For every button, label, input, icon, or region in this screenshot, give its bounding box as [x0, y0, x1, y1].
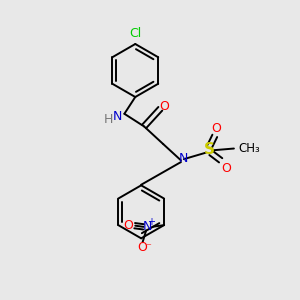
Text: N: N	[113, 110, 122, 123]
Text: N: N	[142, 220, 152, 233]
Text: N: N	[178, 152, 188, 165]
Text: +: +	[147, 217, 155, 226]
Text: O: O	[138, 241, 148, 254]
Text: Cl: Cl	[129, 27, 141, 40]
Text: O: O	[123, 219, 133, 232]
Text: O: O	[222, 162, 232, 175]
Text: CH₃: CH₃	[238, 142, 260, 155]
Text: ⁻: ⁻	[145, 242, 151, 252]
Text: O: O	[159, 100, 169, 113]
Text: O: O	[211, 122, 221, 135]
Text: S: S	[204, 142, 215, 158]
Text: H: H	[104, 113, 113, 126]
